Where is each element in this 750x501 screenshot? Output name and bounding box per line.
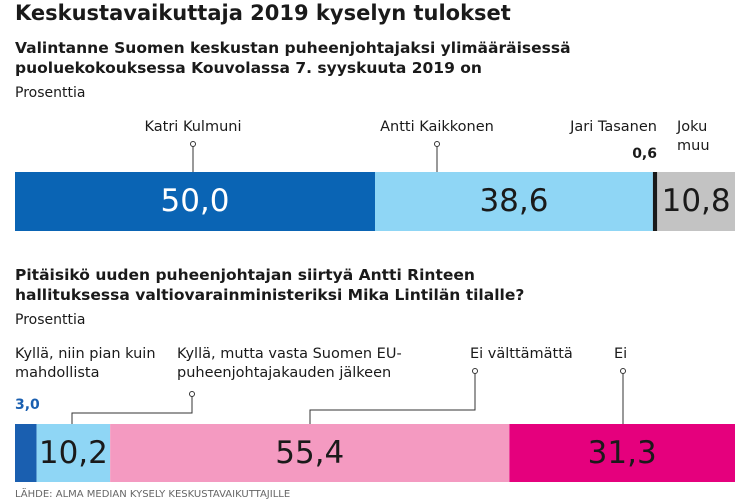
category-label: Joku muu [677, 119, 710, 154]
chart-subtitle: Prosenttia [15, 85, 86, 101]
category-label: Antti Kaikkonen [380, 119, 494, 135]
leader-dot [189, 391, 195, 397]
value-label: 38,6 [479, 183, 549, 219]
category-label: Ei [614, 346, 628, 362]
category-label: Jari Tasanen [570, 119, 657, 135]
bar-segment [657, 172, 735, 231]
bar-segment [15, 424, 37, 482]
leader-dot [620, 368, 626, 374]
leader-line [309, 371, 476, 424]
bar-segment [375, 172, 653, 231]
value-label: 3,0 [15, 397, 40, 413]
source: LÄHDE: ALMA MEDIAN KYSELY KESKUSTAVAIKUT… [15, 489, 291, 500]
value-label: 50,0 [160, 183, 230, 219]
category-label: Kyllä, mutta vasta Suomen EU-puheenjohta… [177, 346, 402, 381]
chart-title: Valintanne Suomen keskustan puheenjohtaj… [15, 39, 571, 78]
main-title: Keskustavaikuttaja 2019 kyselyn tulokset [15, 1, 511, 25]
bar-segment [509, 424, 735, 482]
leader-dot [190, 141, 196, 147]
value-label: 10,2 [38, 435, 108, 471]
chart-subtitle: Prosenttia [15, 312, 86, 328]
category-label: Katri Kulmuni [144, 119, 242, 135]
value-label: 55,4 [275, 435, 345, 471]
value-label: 0,6 [632, 146, 657, 162]
value-label: 10,8 [661, 183, 731, 219]
chart-title: Pitäisikö uuden puheenjohtajan siirtyä A… [15, 266, 525, 305]
bar-segment [36, 424, 111, 482]
value-label: 31,3 [587, 435, 657, 471]
leader-dot [472, 368, 478, 374]
bar-segment [110, 424, 510, 482]
bar-segment [652, 172, 658, 231]
leader-line [71, 394, 193, 424]
bar-segment [15, 172, 375, 231]
category-label: Kyllä, niin pian kuin mahdollista [15, 346, 156, 381]
category-label: Ei välttämättä [470, 346, 573, 362]
leader-dot [434, 141, 440, 147]
